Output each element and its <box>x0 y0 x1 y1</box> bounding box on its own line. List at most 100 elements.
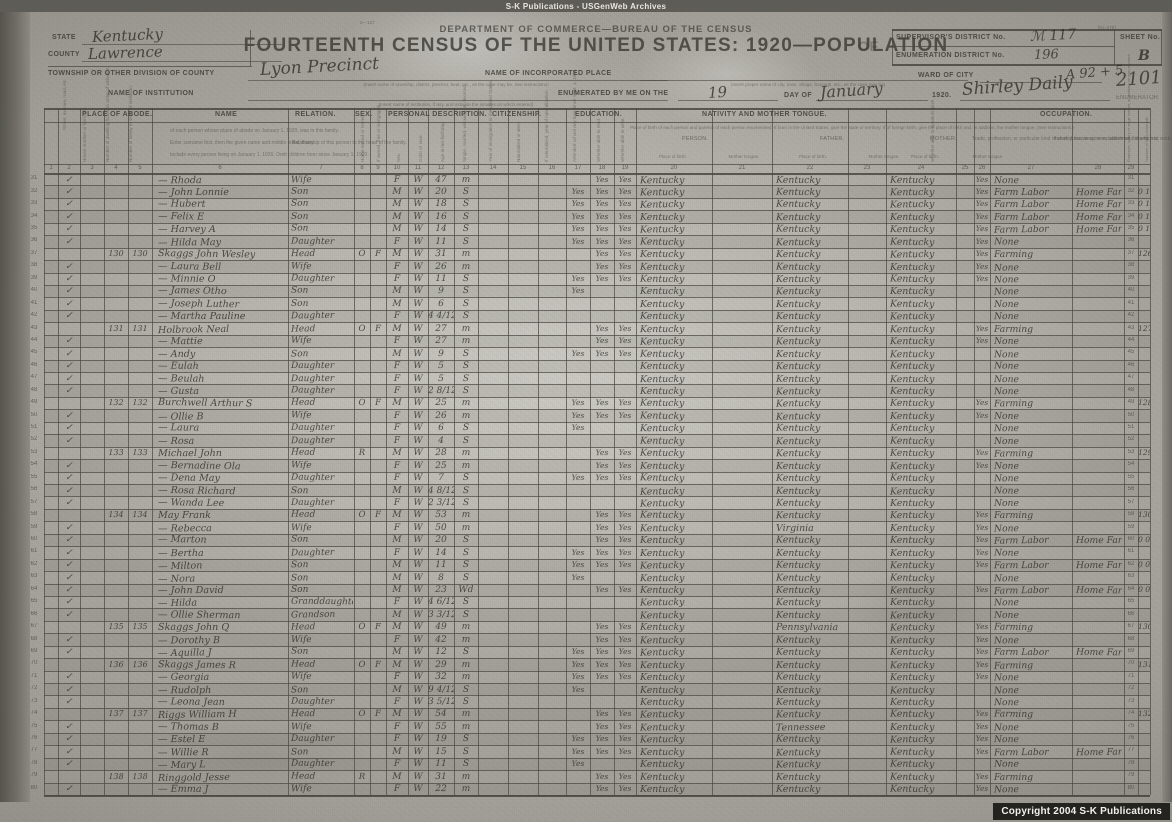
cell-street-check: ✓ <box>58 311 80 321</box>
cell-marital-status: S <box>454 684 478 694</box>
cell-age: 11 <box>428 236 454 246</box>
cell-family-number: 137 <box>128 709 152 718</box>
line-number: 59 <box>1125 524 1137 530</box>
line-number: 67 <box>28 623 40 629</box>
cell-person-name: — Gusta <box>158 386 286 397</box>
cell-place-of-birth-father: Kentucky <box>776 299 846 310</box>
district-box-mid <box>892 46 1114 47</box>
cell-street-check: ✓ <box>58 548 80 558</box>
cell-sex: F <box>386 473 408 483</box>
cell-street-check: ✓ <box>58 734 80 744</box>
cell-relation: Wife <box>291 635 353 645</box>
cell-place-of-birth-father: Kentucky <box>776 597 846 608</box>
line-number: 41 <box>28 300 40 306</box>
cell-home-owned: O <box>354 398 370 408</box>
cell-able-to-write: Yes <box>614 722 636 731</box>
group-occupation: OCCUPATION. <box>1040 111 1092 118</box>
cell-age: 26 <box>428 262 454 272</box>
cell-dwelling-number: 133 <box>104 448 128 457</box>
cell-place-of-birth-father: Kentucky <box>776 697 846 709</box>
cell-age: 4 8/12 <box>428 485 454 495</box>
cell-occupation-industry: Home Farm <box>1076 199 1122 210</box>
cell-place-of-birth-person: Kentucky <box>640 460 710 472</box>
cell-color-race: W <box>408 411 428 421</box>
cell-sex: F <box>386 784 408 794</box>
cell-color-race: W <box>408 523 428 533</box>
cell-sex: M <box>386 448 408 458</box>
cell-color-race: W <box>408 174 428 184</box>
cell-marital-status: m <box>454 523 478 533</box>
column-number: 18 <box>590 165 614 171</box>
cell-color-race: W <box>408 635 428 645</box>
group-nativity: NATIVITY AND MOTHER TONGUE. <box>702 111 827 118</box>
cell-speak-english: Yes <box>974 548 990 557</box>
cell-attended-school: Yes <box>566 548 590 557</box>
column-rule <box>1150 108 1151 795</box>
cell-street-check: ✓ <box>58 672 80 682</box>
cell-person-name: — Estel E <box>158 734 286 745</box>
cell-sex: M <box>386 684 408 694</box>
cell-home-owned: O <box>354 622 370 632</box>
cell-color-race: W <box>408 585 428 595</box>
cell-place-of-birth-mother: Kentucky <box>890 273 954 285</box>
column-number: 7 <box>288 165 354 171</box>
line-number: 43 <box>28 325 40 331</box>
cell-place-of-birth-father: Kentucky <box>776 746 846 758</box>
cell-relation: Son <box>291 684 353 695</box>
cell-able-to-write: Yes <box>614 734 636 743</box>
cell-relation: Daughter <box>291 373 353 383</box>
cell-place-of-birth-person: Kentucky <box>640 784 710 795</box>
cell-street-check: ✓ <box>58 461 80 471</box>
cell-dwelling-number: 134 <box>104 510 128 519</box>
cell-sex: M <box>386 535 408 545</box>
cell-color-race: W <box>408 448 428 458</box>
cell-marital-status: S <box>454 647 478 657</box>
cell-street-check: ✓ <box>58 485 80 495</box>
cell-farm-schedule-number: 126 <box>1138 249 1150 258</box>
cell-relation: Daughter <box>291 734 353 744</box>
line-number: 69 <box>28 648 40 654</box>
line-number: 35 <box>1125 225 1137 231</box>
cell-able-to-read: Yes <box>590 187 614 196</box>
cell-age: 26 <box>428 411 454 421</box>
cell-person-name: — Nora <box>158 572 286 585</box>
cell-able-to-read: Yes <box>590 274 614 283</box>
cell-place-of-birth-father: Kentucky <box>776 324 846 335</box>
cell-speak-english: Yes <box>974 199 990 208</box>
cell-place-of-birth-father: Kentucky <box>776 535 846 547</box>
cell-occupation-trade: Farm Labor <box>994 535 1070 547</box>
cell-marital-status: S <box>454 697 478 707</box>
cell-street-check: ✓ <box>58 747 80 757</box>
cell-able-to-read: Yes <box>590 659 614 668</box>
cell-age: 14 <box>428 548 454 558</box>
cell-able-to-read: Yes <box>590 199 614 208</box>
cell-occupation-trade: None <box>994 460 1070 472</box>
cell-dwelling-number: 138 <box>104 772 128 781</box>
line-number: 55 <box>1125 474 1137 480</box>
cell-place-of-birth-person: Kentucky <box>640 373 710 384</box>
cell-color-race: W <box>408 697 428 707</box>
cell-color-race: W <box>408 286 428 296</box>
cell-sex: F <box>386 461 408 471</box>
cell-place-of-birth-mother: Kentucky <box>890 734 954 746</box>
cell-age: 3 5/12 <box>428 697 454 707</box>
line-number: 77 <box>1125 747 1137 753</box>
cell-able-to-read: Yes <box>590 224 614 233</box>
subhead-year-naturalization: If naturalized, year of naturalization. <box>544 126 549 162</box>
line-number: 49 <box>28 399 40 405</box>
cell-farm-schedule-number: 0 1 0 <box>1138 187 1150 196</box>
subhead-mt-mother: Mother tongue. <box>958 154 1018 159</box>
line-number: 42 <box>1125 312 1137 318</box>
cell-place-of-birth-mother: Kentucky <box>890 485 954 497</box>
line-number: 37 <box>28 250 40 256</box>
cell-person-name: — Beulah <box>158 373 286 385</box>
cell-age: 18 <box>428 199 454 209</box>
cell-marital-status: m <box>454 771 478 781</box>
subhead-farm-schedule: Number of farm schedule. <box>1144 124 1149 162</box>
cell-street-check: ✓ <box>58 610 80 620</box>
cell-place-of-birth-father: Kentucky <box>776 572 846 584</box>
cell-street-check: ✓ <box>58 174 80 184</box>
cell-color-race: W <box>408 348 428 358</box>
cell-marital-status: m <box>454 448 478 458</box>
line-number: 59 <box>28 524 40 530</box>
